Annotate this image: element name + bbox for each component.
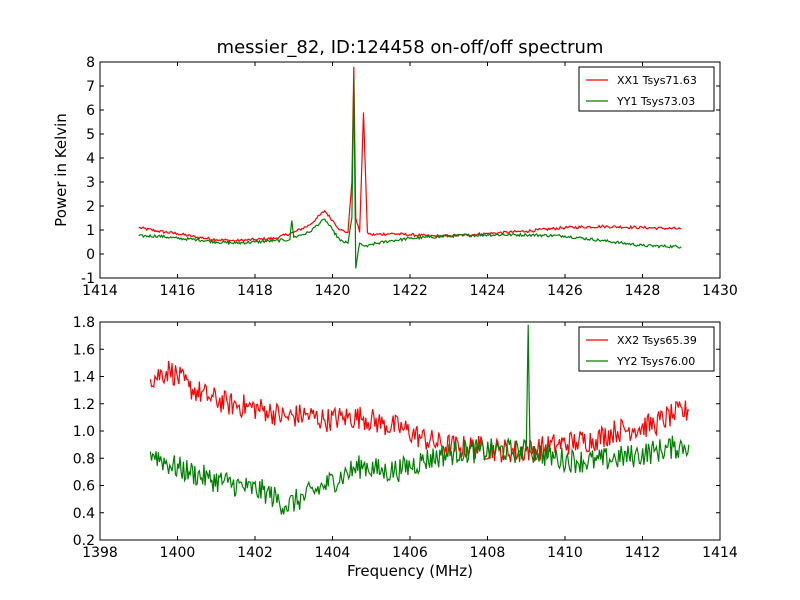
legend-entry: XX1 Tsys71.63 [617,74,697,87]
series-lines [138,66,682,269]
legend-entry: XX2 Tsys65.39 [617,334,697,347]
bottom-panel: 1398 1400 1402 1404 1406 1408 1410 1412 1414 0.2 0… [73,315,738,580]
x-tick-label: 1400 [160,545,196,561]
y-tick-label: 1.0 [73,424,95,440]
x-tick-label: 1420 [315,283,351,299]
x-tick-label: 1426 [547,283,583,299]
y-tick-label: 0.6 [73,479,95,495]
y-tick-label: 2 [86,199,95,215]
series-line-yy1 [138,78,682,269]
legend-entry: YY2 Tsys76.00 [616,355,695,368]
series-line-xx2 [149,360,690,463]
y-tick-label: 1.4 [73,370,95,386]
legend: XX1 Tsys71.63 YY1 Tsys73.03 [578,66,715,112]
y-tick-label: -1 [81,271,95,287]
y-tick-label: 1 [86,223,95,239]
series-line-yy2 [149,324,690,515]
y-tick-label: 0.8 [73,451,95,467]
legend-entry: YY1 Tsys73.03 [616,95,695,108]
y-tick-label: 0.2 [73,533,95,549]
y-tick-label: 5 [86,127,95,143]
y-tick-label: 1.2 [73,397,95,413]
x-tick-label: 1412 [625,545,661,561]
x-tick-label: 1404 [315,545,351,561]
y-tick-label: 7 [86,79,95,95]
x-tick-label: 1414 [702,545,738,561]
x-tick-label: 1422 [392,283,428,299]
series-line-xx1 [138,66,682,243]
x-tick-label: 1398 [82,545,118,561]
y-tick-label: 0 [86,247,95,263]
x-tick-label: 1406 [392,545,428,561]
y-tick-label: 8 [86,55,95,71]
top-panel: 1414 1416 1418 1420 1422 1424 1426 1428 1430-101… [52,55,738,299]
y-axis-label: Power in Kelvin [52,113,70,227]
y-tick-label: 1.8 [73,315,95,331]
x-tick-label: 1416 [160,283,196,299]
y-tick-label: 3 [86,175,95,191]
y-tick-label: 6 [86,103,95,119]
y-tick-label: 4 [86,151,95,167]
y-tick-label: 1.6 [73,342,95,358]
x-tick-label: 1430 [702,283,738,299]
legend: XX2 Tsys65.39 YY2 Tsys76.00 [578,326,715,372]
legend-box [578,66,715,112]
series-lines [149,324,690,515]
x-tick-label: 1424 [470,283,506,299]
x-tick-label: 1402 [237,545,273,561]
legend-box [578,326,715,372]
x-tick-label: 1428 [625,283,661,299]
x-tick-label: 1408 [470,545,506,561]
x-tick-label: 1414 [82,283,118,299]
chart-title: messier_82, ID:124458 on-off/off spectru… [217,37,604,58]
x-axis-label: Frequency (MHz) [347,562,473,580]
x-tick-label: 1418 [237,283,273,299]
x-tick-label: 1410 [547,545,583,561]
y-tick-label: 0.4 [73,506,95,522]
